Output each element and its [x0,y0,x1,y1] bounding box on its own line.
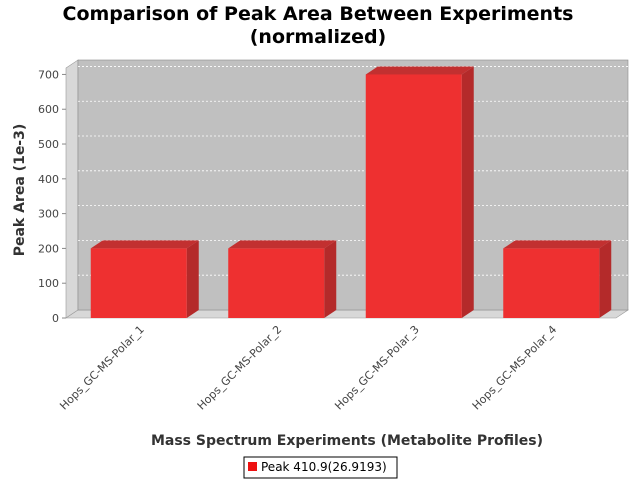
x-tick-label: Hops_GC-MS-Polar_4 [470,323,560,413]
y-tick-label: 100 [38,277,59,290]
bar-side [599,240,612,318]
bar [90,240,199,318]
y-tick-label: 300 [38,208,59,221]
y-tick-label: 700 [38,68,59,81]
bar-side [186,240,199,318]
y-tick-label: 600 [38,103,59,116]
legend: Peak 410.9(26.9193) [243,456,398,479]
y-tick-label: 0 [52,312,59,325]
bar-top [503,240,612,249]
x-axis-tick-labels: Hops_GC-MS-Polar_1 Hops_GC-MS-Polar_2 Hops… [57,323,559,413]
bar-side [324,240,337,318]
bar-front [365,74,462,318]
x-axis-label: Mass Spectrum Experiments (Metabolite Pr… [151,433,543,449]
bar [365,66,474,318]
bar-front [228,248,325,318]
x-tick-label: Hops_GC-MS-Polar_3 [332,323,422,413]
bar-front [503,248,600,318]
y-tick-label: 400 [38,173,59,186]
x-tick-label: Hops_GC-MS-Polar_2 [195,323,285,413]
bar-top [228,240,337,249]
bar-top [365,66,474,75]
bar-side [461,66,474,318]
y-axis: 0 100 200 300 400 500 600 700 [38,68,66,325]
legend-series-label: Peak 410.9(26.9193) [261,460,387,474]
chart-title-line-2: (normalized) [250,26,387,48]
legend-swatch [248,462,257,471]
bar-front [90,248,187,318]
x-tick-label: Hops_GC-MS-Polar_1 [57,323,147,413]
bar-top [90,240,199,249]
bar [228,240,337,318]
plot-left-wall [65,59,79,319]
y-tick-label: 500 [38,138,59,151]
bar [503,240,612,318]
legend-box [243,456,398,479]
y-tick-label: 200 [38,242,59,255]
y-axis-label: Peak Area (1e-3) [12,124,28,257]
chart-title: Comparison of Peak Area Between Experime… [63,3,574,25]
bars [90,66,612,318]
